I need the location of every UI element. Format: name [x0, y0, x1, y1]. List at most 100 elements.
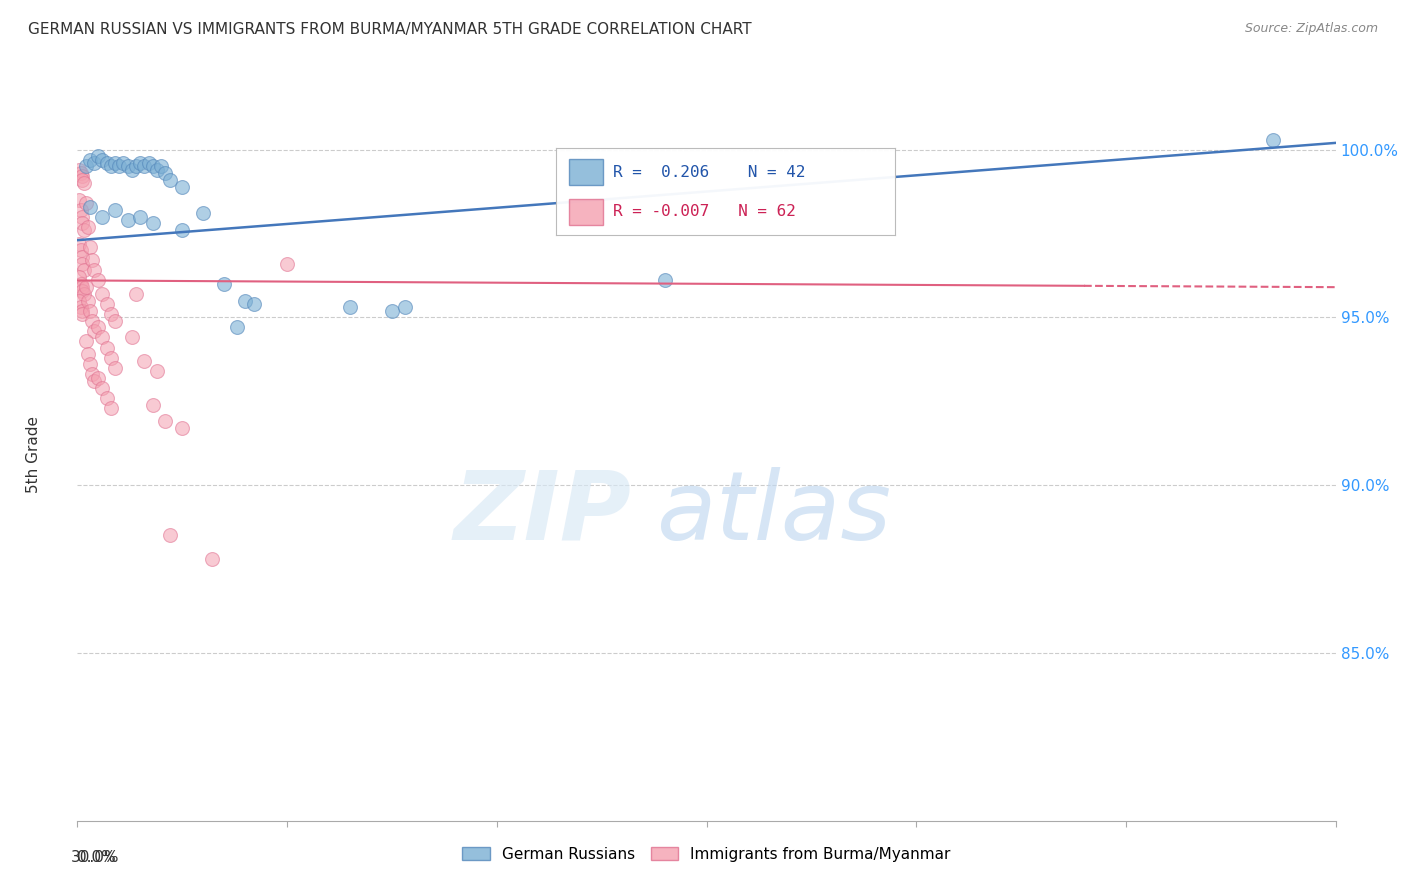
- Point: [233, 293, 256, 308]
- Point: [79, 200, 101, 214]
- Point: [100, 401, 122, 415]
- Point: [155, 166, 177, 180]
- Point: [129, 156, 152, 170]
- Point: [72, 223, 94, 237]
- Point: [80, 253, 103, 268]
- Point: [104, 156, 127, 170]
- Point: [83, 156, 105, 170]
- Point: [100, 307, 122, 321]
- Point: [125, 160, 148, 174]
- Text: Source: ZipAtlas.com: Source: ZipAtlas.com: [1244, 22, 1378, 36]
- Point: [134, 160, 156, 174]
- Point: [80, 368, 103, 382]
- Point: [69, 277, 91, 291]
- Point: [200, 552, 222, 566]
- Point: [72, 173, 94, 187]
- Point: [72, 307, 94, 321]
- Point: [172, 223, 194, 237]
- Point: [191, 206, 215, 220]
- Point: [75, 196, 97, 211]
- Point: [134, 354, 156, 368]
- Point: [70, 303, 93, 318]
- Point: [146, 162, 169, 177]
- Point: [121, 162, 143, 177]
- Point: [87, 149, 110, 163]
- Point: [172, 179, 194, 194]
- Point: [1261, 132, 1284, 146]
- Point: [394, 300, 416, 314]
- Bar: [569, 159, 603, 186]
- Point: [69, 202, 91, 217]
- Point: [72, 216, 94, 230]
- Point: [100, 160, 122, 174]
- Point: [76, 293, 98, 308]
- Point: [129, 210, 152, 224]
- Text: ZIP: ZIP: [453, 467, 631, 560]
- Point: [67, 162, 90, 177]
- Point: [381, 303, 404, 318]
- Text: atlas: atlas: [657, 467, 891, 560]
- Point: [70, 280, 93, 294]
- Point: [96, 297, 118, 311]
- Point: [72, 263, 94, 277]
- Bar: [569, 199, 603, 225]
- Point: [70, 169, 93, 184]
- Point: [70, 250, 93, 264]
- Point: [117, 213, 139, 227]
- Point: [112, 156, 135, 170]
- Point: [75, 280, 97, 294]
- Point: [67, 293, 90, 308]
- Text: 5th Grade: 5th Grade: [25, 417, 41, 493]
- Point: [276, 257, 298, 271]
- Point: [83, 374, 105, 388]
- Text: 30.0%: 30.0%: [70, 850, 120, 865]
- Point: [121, 330, 143, 344]
- Point: [72, 286, 94, 301]
- Point: [83, 324, 105, 338]
- Point: [79, 303, 101, 318]
- Point: [91, 153, 114, 167]
- Point: [225, 320, 247, 334]
- Point: [75, 160, 97, 174]
- Text: R =  0.206    N = 42: R = 0.206 N = 42: [613, 165, 806, 180]
- Point: [117, 160, 139, 174]
- Point: [69, 300, 91, 314]
- Point: [108, 160, 131, 174]
- Point: [146, 364, 169, 378]
- Point: [76, 219, 98, 234]
- Point: [654, 273, 676, 287]
- Point: [87, 370, 110, 384]
- Point: [142, 398, 165, 412]
- Point: [91, 210, 114, 224]
- Point: [75, 334, 97, 348]
- Point: [67, 236, 90, 251]
- Point: [104, 314, 127, 328]
- Point: [79, 240, 101, 254]
- Point: [91, 286, 114, 301]
- Point: [150, 160, 173, 174]
- Point: [70, 210, 93, 224]
- Text: 0.0%: 0.0%: [77, 850, 117, 865]
- Point: [72, 257, 94, 271]
- Point: [172, 421, 194, 435]
- Text: R = -0.007   N = 62: R = -0.007 N = 62: [613, 204, 796, 219]
- Point: [87, 273, 110, 287]
- Point: [159, 173, 181, 187]
- Point: [242, 297, 264, 311]
- Point: [96, 341, 118, 355]
- Point: [339, 300, 361, 314]
- Point: [79, 357, 101, 371]
- Point: [69, 244, 91, 258]
- Point: [100, 351, 122, 365]
- Point: [142, 160, 165, 174]
- Text: GERMAN RUSSIAN VS IMMIGRANTS FROM BURMA/MYANMAR 5TH GRADE CORRELATION CHART: GERMAN RUSSIAN VS IMMIGRANTS FROM BURMA/…: [28, 22, 752, 37]
- Point: [91, 381, 114, 395]
- Point: [76, 347, 98, 361]
- Point: [91, 330, 114, 344]
- Point: [142, 216, 165, 230]
- Point: [104, 202, 127, 217]
- Point: [159, 528, 181, 542]
- Point: [155, 414, 177, 428]
- Point: [138, 156, 160, 170]
- Point: [104, 360, 127, 375]
